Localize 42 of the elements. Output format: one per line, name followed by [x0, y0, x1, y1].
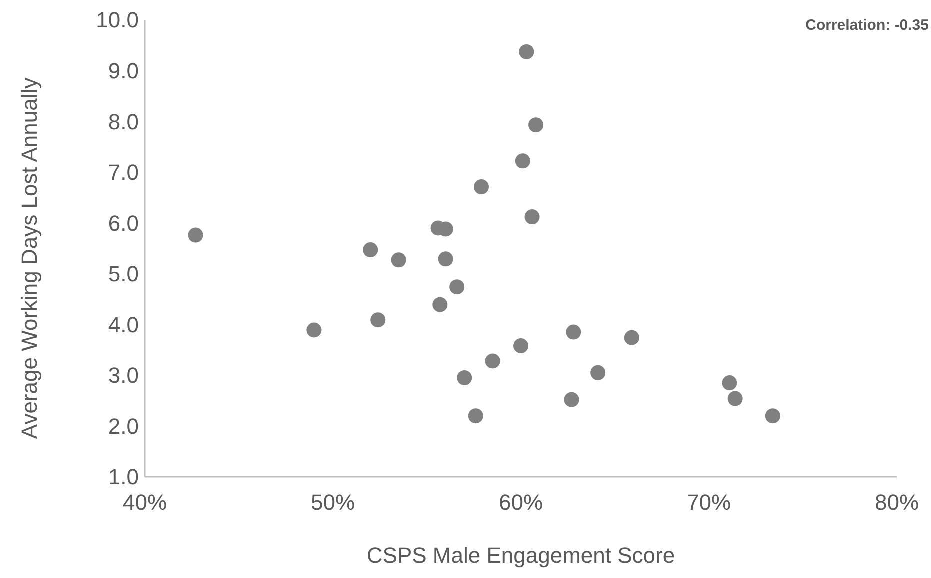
point [370, 312, 386, 328]
point [438, 252, 454, 267]
point [624, 330, 640, 346]
y-tick-label: 6.0 [108, 210, 139, 236]
y-axis-title: Average Working Days Lost Annually [17, 78, 42, 440]
point [188, 228, 204, 243]
point [468, 408, 484, 424]
y-tick-label: 7.0 [108, 160, 139, 186]
y-tick-label: 5.0 [108, 262, 139, 287]
point [524, 210, 540, 225]
x-axis-title: CSPS Male Engagement Score [366, 543, 676, 568]
y-tick-label: 9.0 [108, 58, 139, 84]
point [566, 324, 582, 340]
annotation: Correlation: -0.35 [806, 17, 929, 34]
point [474, 180, 490, 195]
point [528, 118, 544, 133]
x-tick-label: 80% [874, 490, 920, 515]
point [457, 370, 472, 386]
point [765, 408, 780, 424]
point [722, 376, 738, 391]
y-tick-label: 10.0 [96, 8, 139, 33]
point [432, 297, 448, 312]
point [450, 280, 465, 295]
point [515, 154, 530, 169]
point [391, 252, 406, 268]
x-tick-label: 40% [122, 490, 168, 515]
point [728, 391, 743, 406]
point [485, 354, 500, 369]
point [514, 338, 528, 354]
x-tick-label: 60% [498, 490, 544, 515]
y-tick-label: 3.0 [108, 363, 139, 388]
point [363, 242, 378, 258]
point [519, 44, 534, 60]
x-tick-label: 50% [310, 490, 356, 515]
point [564, 392, 580, 408]
point [306, 322, 322, 338]
x-tick-label: 70% [686, 490, 732, 515]
y-tick-label: 1.0 [108, 464, 139, 490]
y-tick-label: 8.0 [108, 109, 139, 134]
point [590, 365, 606, 380]
y-tick-label: 4.0 [108, 312, 139, 338]
y-tick-label: 2.0 [108, 414, 139, 439]
